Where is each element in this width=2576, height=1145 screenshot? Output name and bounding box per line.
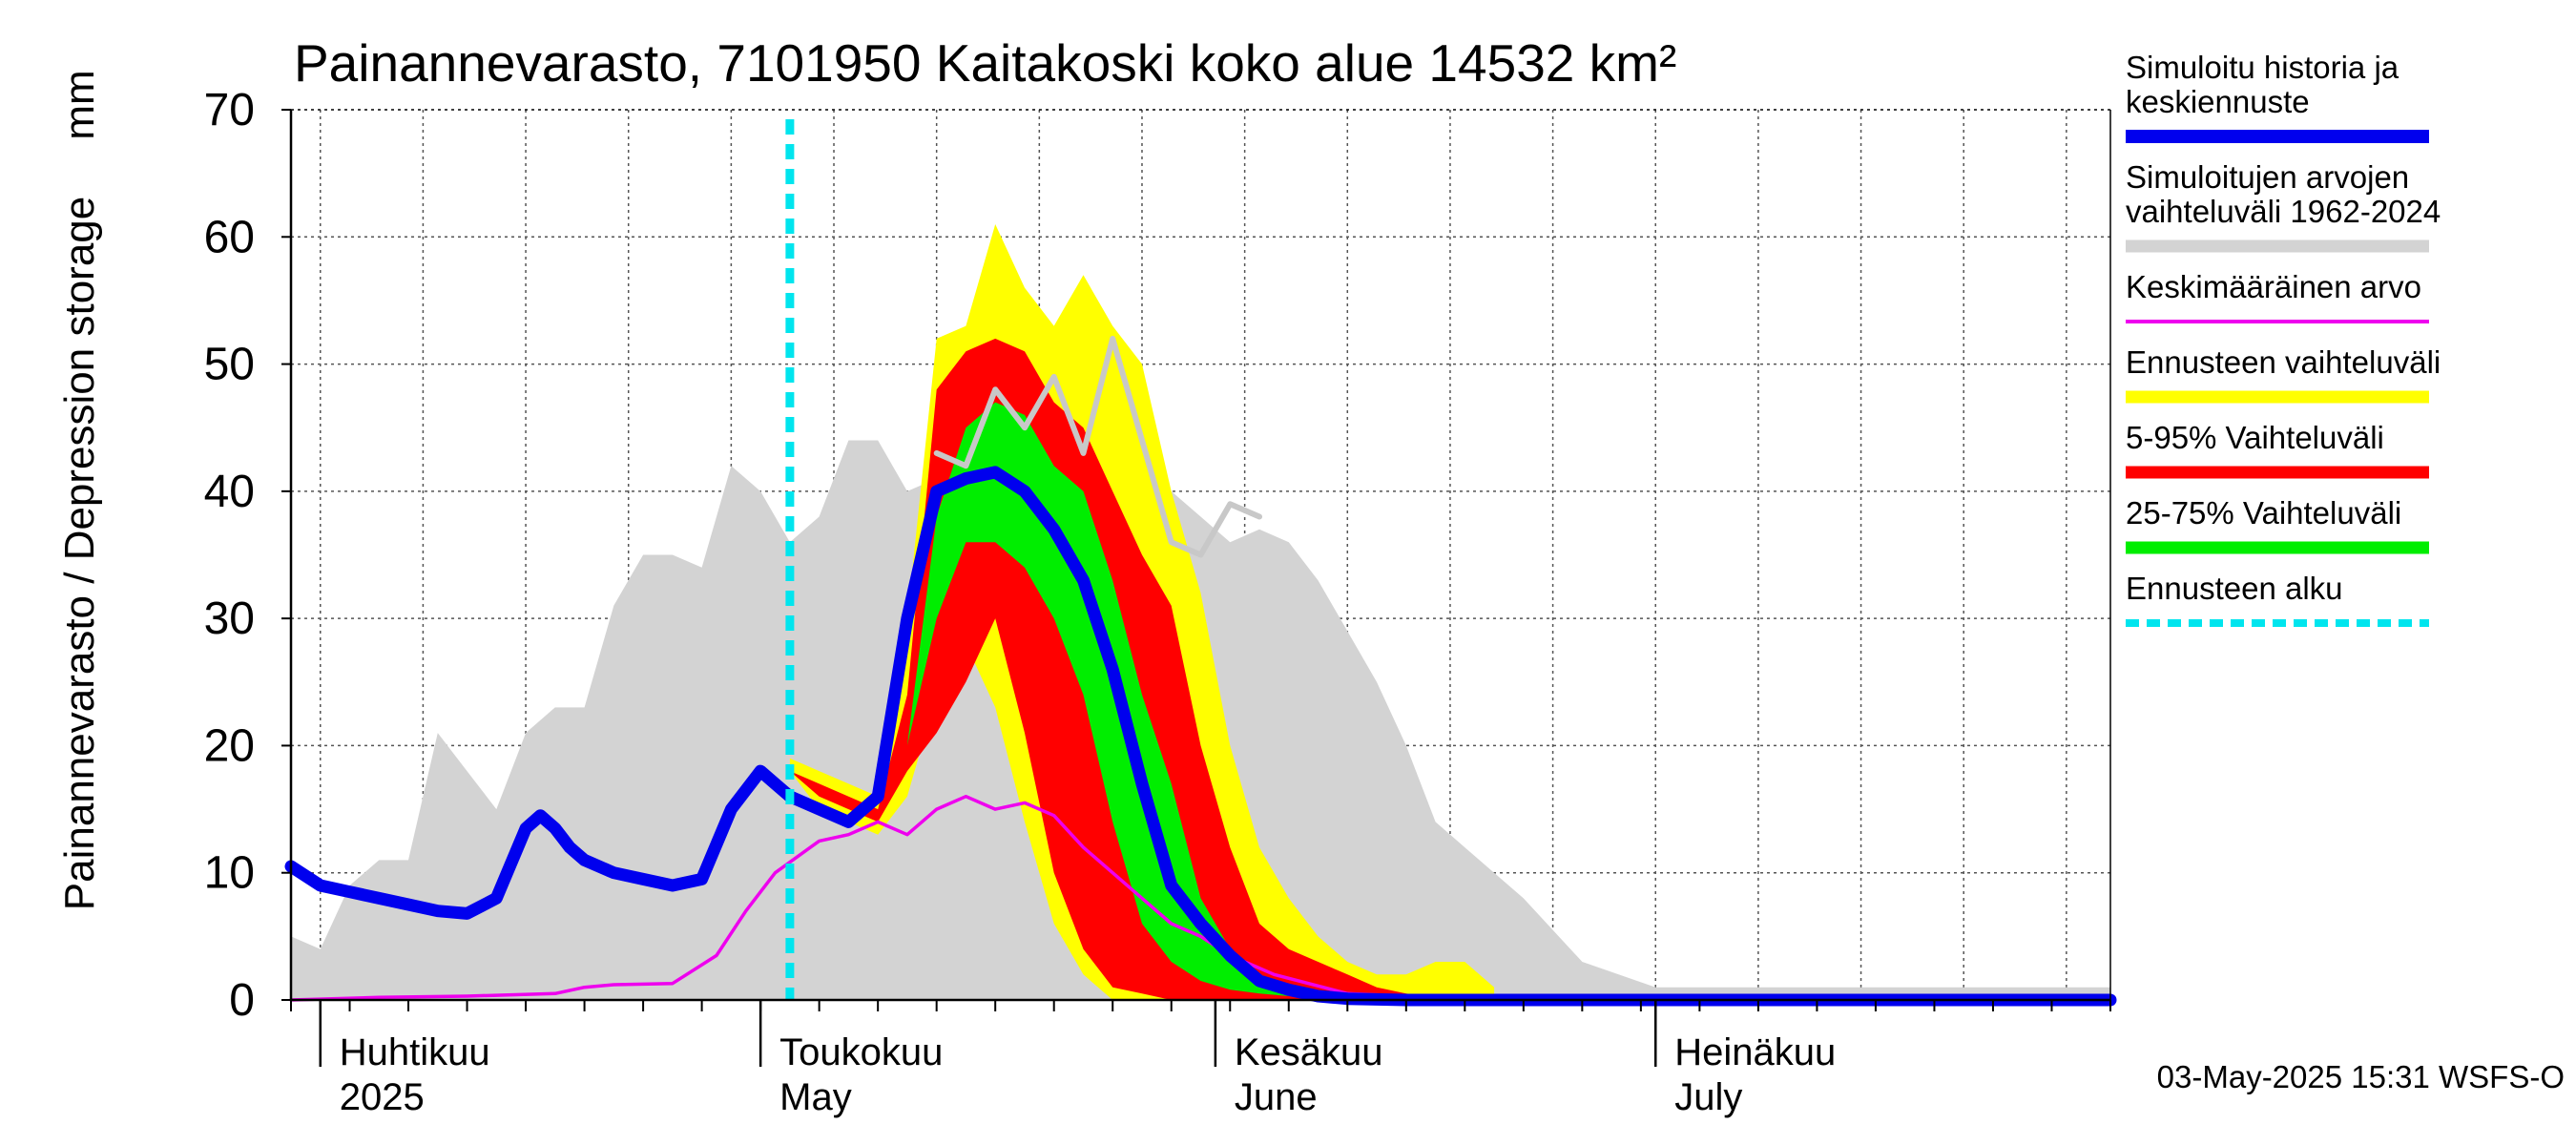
series-p25-75-band <box>789 402 1465 1001</box>
y-tick-label: 40 <box>204 467 255 517</box>
lines <box>284 119 2117 1007</box>
x-month-label-fi: Heinäkuu <box>1674 1031 1836 1073</box>
y-tick-label: 60 <box>204 212 255 262</box>
chart-title: Painannevarasto, 7101950 Kaitakoski koko… <box>294 33 1676 93</box>
x-month-label-fi: Huhtikuu <box>340 1031 490 1073</box>
legend-label: Ennusteen alku <box>2126 571 2343 606</box>
legend-label: Keskimääräinen arvo <box>2126 269 2421 304</box>
legend-label: vaihteluväli 1962-2024 <box>2126 194 2441 229</box>
legend-label: Simuloitujen arvojen <box>2126 159 2409 195</box>
y-tick-label: 50 <box>204 340 255 390</box>
x-month-label-en: 2025 <box>340 1076 425 1118</box>
series-history-line <box>284 466 2117 1007</box>
y-tick-label: 10 <box>204 848 255 899</box>
series-prev-forecast-line <box>933 335 1262 558</box>
x-month-label-fi: Kesäkuu <box>1235 1031 1383 1073</box>
y-axis-unit: mm <box>56 70 103 139</box>
y-tick-label: 30 <box>204 593 255 644</box>
x-month-label-en: June <box>1235 1076 1318 1118</box>
x-month-label-en: May <box>779 1076 852 1118</box>
y-tick-label: 0 <box>229 975 255 1026</box>
x-month-label-fi: Toukokuu <box>779 1031 943 1073</box>
bands <box>291 224 2110 1001</box>
y-tick-label: 20 <box>204 720 255 771</box>
legend-label: Ennusteen vaihteluväli <box>2126 344 2441 380</box>
y-axis-label: Painannevarasto / Depression storage <box>56 197 103 910</box>
legend-label: 25-75% Vaihteluväli <box>2126 495 2401 531</box>
legend-label: keskiennuste <box>2126 84 2310 119</box>
legend-label: 5-95% Vaihteluväli <box>2126 420 2384 455</box>
legend-label: Simuloitu historia ja <box>2126 50 2399 85</box>
y-tick-label: 70 <box>204 85 255 135</box>
timestamp-footer: 03-May-2025 15:31 WSFS-O <box>2157 1059 2565 1094</box>
x-month-label-en: July <box>1674 1076 1742 1118</box>
